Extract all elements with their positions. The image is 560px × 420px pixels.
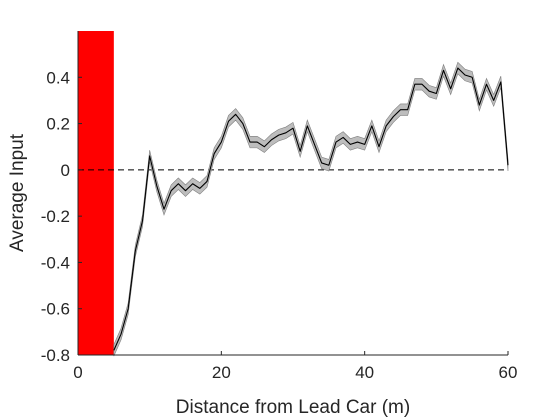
- y-tick-label: 0.2: [46, 115, 70, 134]
- x-ticks: 0 20 40 60: [73, 351, 517, 382]
- y-ticks: -0.8 -0.6 -0.4 -0.2 0 0.2 0.4: [41, 68, 82, 365]
- y-tick-label: -0.6: [41, 300, 70, 319]
- y-tick-label: 0: [61, 161, 70, 180]
- series-line-layer: [113, 67, 509, 351]
- shaded-region-layer: [78, 31, 114, 355]
- x-tick-label: 60: [499, 363, 518, 382]
- y-tick-label: -0.2: [41, 207, 70, 226]
- axes-background: [78, 31, 508, 355]
- shaded-region: [78, 31, 114, 355]
- confidence-band-layer: [113, 61, 509, 357]
- series-0-band: [113, 61, 509, 357]
- series-0-line: [113, 67, 509, 351]
- x-tick-label: 20: [212, 363, 231, 382]
- x-tick-label: 0: [73, 363, 82, 382]
- x-axis-label: Distance from Lead Car (m): [176, 397, 410, 418]
- plot-area: 0 20 40 60 -0.8 -0.6 -0.4 -0.2 0 0.2 0.4: [41, 31, 517, 382]
- y-tick-label: 0.4: [46, 68, 70, 87]
- y-tick-label: -0.8: [41, 346, 70, 365]
- x-tick-label: 40: [355, 363, 374, 382]
- axes-frame: [77, 31, 508, 356]
- y-tick-label: -0.4: [41, 253, 70, 272]
- y-axis-label: Average Input: [7, 133, 28, 252]
